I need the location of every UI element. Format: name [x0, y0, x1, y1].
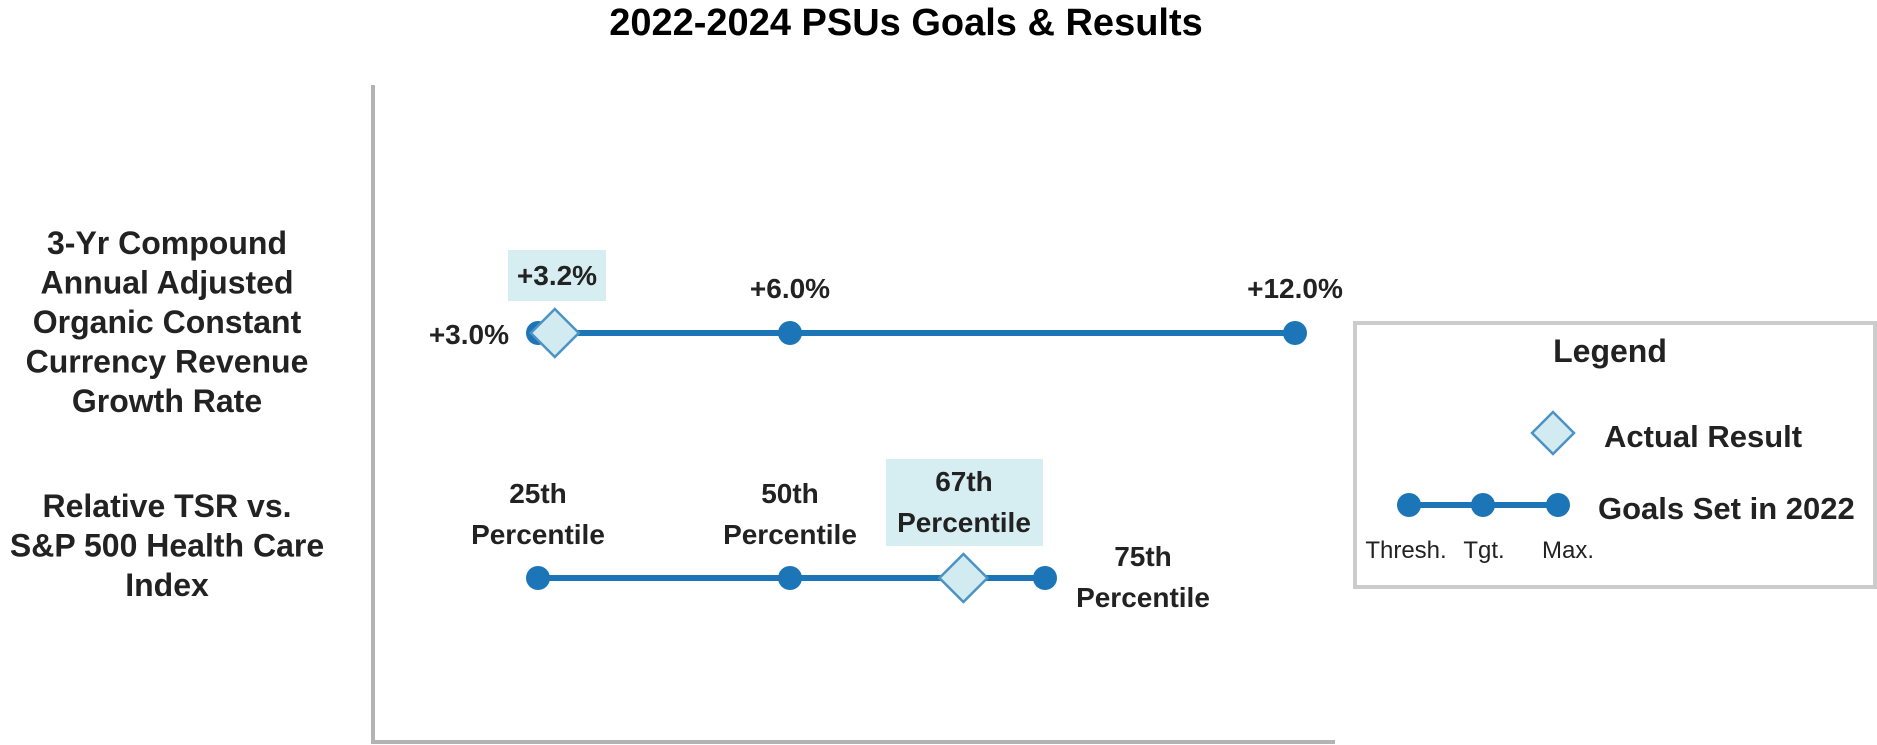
metric-label: 3-Yr Compound Annual Adjusted Organic Cons… — [26, 225, 309, 419]
legend-actual-marker — [1530, 410, 1576, 456]
metric-row: 25th Percentile 50th Percentile 75th Percenti… — [471, 459, 1210, 613]
chart-title: 2022-2024 PSUs Goals & Results — [609, 2, 1203, 44]
legend-level-label: Max. — [1542, 537, 1594, 564]
goal-label: 50th Percentile — [723, 478, 857, 550]
actual-result-marker — [937, 552, 990, 604]
metric-label: Relative TSR vs. S&P 500 Health Care Index — [10, 488, 324, 603]
actual-label-box — [508, 250, 606, 301]
legend-goal-point — [1471, 493, 1495, 517]
legend-goal-point — [1397, 493, 1421, 517]
goal-point-threshold — [526, 566, 550, 590]
actual-label: +3.2% — [517, 260, 597, 291]
legend: Legend Actual Result Goals Set in 2022 Thre… — [1353, 321, 1877, 589]
goal-label: +6.0% — [750, 273, 830, 304]
goal-point-target — [778, 566, 802, 590]
metric-row: +3.0% +6.0% +12.0% +3.2% — [429, 250, 1343, 359]
legend-box — [1353, 321, 1877, 589]
legend-level-label: Tgt. — [1463, 537, 1504, 564]
goal-label: 75th Percentile — [1076, 541, 1210, 613]
actual-result-marker — [529, 307, 581, 359]
legend-goal-point — [1546, 493, 1570, 517]
legend-goals-label: Goals Set in 2022 — [1598, 491, 1855, 526]
goal-point-max — [1283, 321, 1307, 345]
goal-label: 25th Percentile — [471, 478, 605, 550]
chart-axis — [371, 85, 1335, 744]
goal-point-target — [778, 321, 802, 345]
goal-label: +3.0% — [429, 319, 509, 350]
goal-point-max — [1033, 566, 1057, 590]
actual-label-box — [886, 459, 1043, 546]
actual-label: 67th Percentile — [897, 466, 1031, 538]
goal-label: +12.0% — [1247, 273, 1343, 304]
legend-level-label: Thresh. — [1365, 537, 1446, 564]
legend-title: Legend — [1553, 333, 1667, 369]
legend-actual-label: Actual Result — [1604, 419, 1802, 454]
